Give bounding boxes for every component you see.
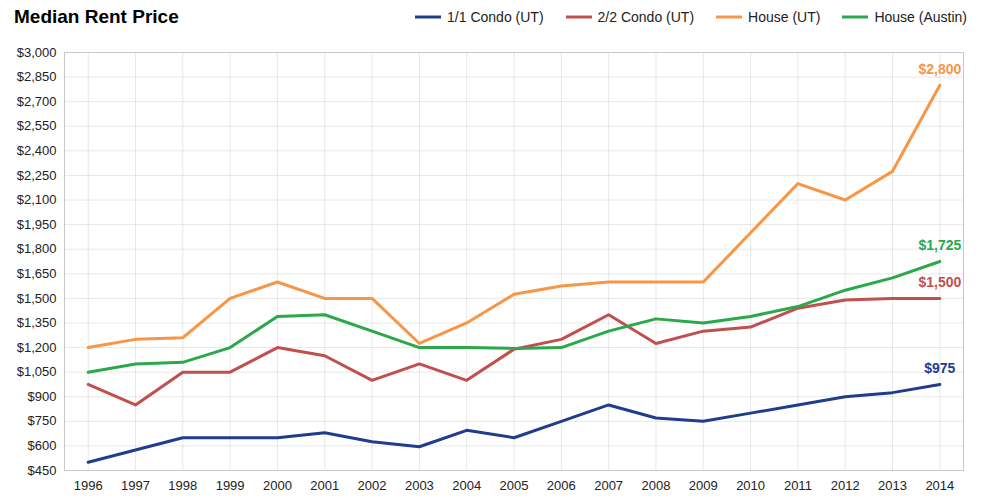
html-text:Median Rent Price: Median Rent Price <box>14 6 179 27</box>
svg-text:2004: 2004 <box>452 478 481 493</box>
svg-text:$1,500: $1,500 <box>17 291 57 306</box>
svg-text:$900: $900 <box>28 389 57 404</box>
svg-text:$2,100: $2,100 <box>17 192 57 207</box>
svg-text:1998: 1998 <box>168 478 197 493</box>
svg-text:$1,725: $1,725 <box>918 237 961 253</box>
svg-text:$1,200: $1,200 <box>17 340 57 355</box>
svg-text:2013: 2013 <box>878 478 907 493</box>
svg-text:$975: $975 <box>924 360 955 376</box>
svg-text:$2,700: $2,700 <box>17 94 57 109</box>
svg-text:$3,000: $3,000 <box>17 45 57 60</box>
svg-text:2007: 2007 <box>594 478 623 493</box>
svg-text:$1,500: $1,500 <box>918 274 961 290</box>
svg-text:$2,800: $2,800 <box>918 61 961 77</box>
svg-text:1997: 1997 <box>121 478 150 493</box>
svg-text:2005: 2005 <box>500 478 529 493</box>
svg-text:2002: 2002 <box>358 478 387 493</box>
svg-text:$2,400: $2,400 <box>17 143 57 158</box>
svg-text:$600: $600 <box>28 438 57 453</box>
svg-text:$450: $450 <box>28 463 57 478</box>
svg-text:1996: 1996 <box>74 478 103 493</box>
svg-text:$1,050: $1,050 <box>17 364 57 379</box>
svg-text:1999: 1999 <box>216 478 245 493</box>
svg-text:$2,550: $2,550 <box>17 118 57 133</box>
svg-text:$1,950: $1,950 <box>17 217 57 232</box>
svg-text:$1,350: $1,350 <box>17 315 57 330</box>
svg-text:2009: 2009 <box>689 478 718 493</box>
svg-text:$2,850: $2,850 <box>17 69 57 84</box>
svg-text:2011: 2011 <box>784 478 812 493</box>
html-text:2/2 Condo (UT): 2/2 Condo (UT) <box>597 9 694 25</box>
svg-text:2003: 2003 <box>405 478 434 493</box>
svg-text:2014: 2014 <box>925 478 954 493</box>
svg-text:2010: 2010 <box>736 478 765 493</box>
svg-text:$1,800: $1,800 <box>17 241 57 256</box>
svg-text:2008: 2008 <box>641 478 670 493</box>
html-text:House (Austin): House (Austin) <box>874 9 967 25</box>
svg-text:2001: 2001 <box>310 478 339 493</box>
svg-text:$750: $750 <box>28 413 57 428</box>
svg-text:$2,250: $2,250 <box>17 168 57 183</box>
svg-text:2006: 2006 <box>547 478 576 493</box>
html-text:House (UT): House (UT) <box>748 9 821 25</box>
html-text:1/1 Condo (UT): 1/1 Condo (UT) <box>447 9 544 25</box>
svg-text:$1,650: $1,650 <box>17 266 57 281</box>
svg-text:2012: 2012 <box>831 478 860 493</box>
svg-text:2000: 2000 <box>263 478 292 493</box>
